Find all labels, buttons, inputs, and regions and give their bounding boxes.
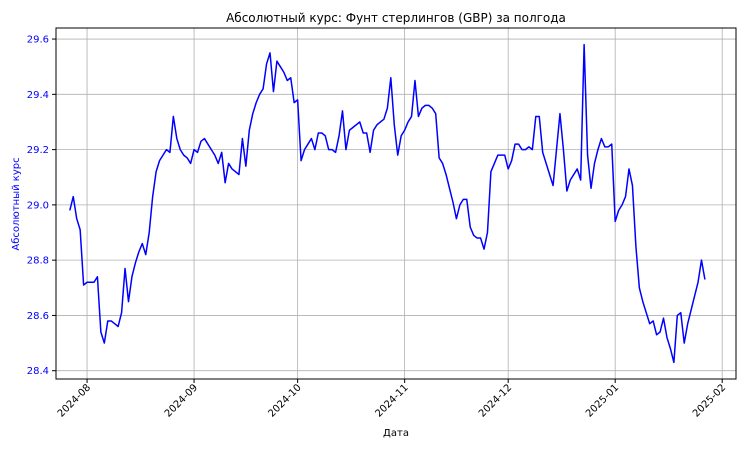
x-tick-label: 2024-10 [266, 382, 303, 419]
x-axis: 2024-08 2024-09 2024-10 2024-11 2024-12 2025-… [56, 379, 728, 420]
y-axis-label: Абсолютный курс [11, 157, 22, 250]
y-tick-label: 29.0 [27, 200, 49, 211]
series-line-0 [69, 43, 706, 364]
x-tick-label: 2025-02 [691, 382, 728, 419]
y-tick-label: 29.2 [27, 145, 49, 156]
y-tick-label: 28.6 [27, 311, 49, 322]
x-tick-label: 2024-09 [163, 382, 200, 419]
x-tick-label: 2025-01 [584, 382, 621, 419]
y-tick-label: 29.4 [27, 90, 49, 101]
grid-lines [56, 28, 736, 379]
y-axis: 28.4 28.6 28.8 29.0 29.2 29.4 29.6 [27, 35, 56, 377]
x-tick-label: 2024-11 [373, 382, 410, 419]
y-tick-label: 29.6 [27, 35, 49, 46]
chart-title: Абсолютный курс: Фунт стерлингов (GBP) з… [226, 11, 566, 25]
x-tick-label: 2024-12 [477, 382, 514, 419]
plot-area-frame [55, 27, 737, 380]
series-layer [69, 43, 706, 364]
x-tick-label: 2024-08 [56, 382, 93, 419]
y-tick-label: 28.4 [27, 366, 49, 377]
y-tick-label: 28.8 [27, 256, 49, 267]
x-axis-label: Дата [383, 428, 409, 439]
